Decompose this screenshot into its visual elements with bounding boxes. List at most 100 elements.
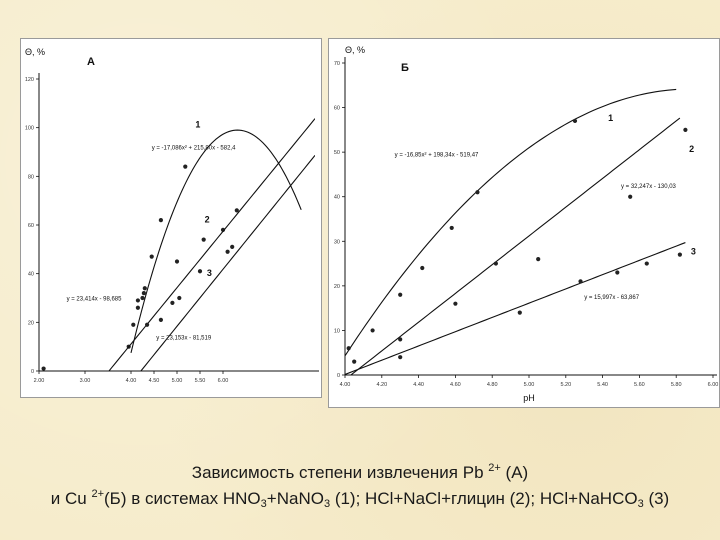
y-tick-label: 30 — [334, 239, 340, 245]
y-tick-label: 50 — [334, 150, 340, 156]
x-tick-label: 4.80 — [487, 382, 498, 388]
series-1-point — [142, 286, 147, 291]
series-2-point — [41, 366, 46, 371]
series-3-point — [644, 261, 649, 266]
series-3-point — [677, 252, 682, 257]
series-2-point — [398, 337, 403, 342]
chart-panel-b: 0 10 20 30 40 50 60 70 4.00 4.20 4.40 4.60 4.80 5.00 5… — [328, 38, 720, 408]
x-tick-label: 4.40 — [413, 382, 424, 388]
series-3-label: 3 — [207, 268, 212, 278]
series-3-point — [230, 244, 235, 249]
series-3-point — [615, 270, 620, 275]
series-1-point — [398, 292, 403, 297]
series-1-equation: y = -16,85x² + 198,34x - 519,47 — [395, 153, 479, 159]
x-axis-label: pH — [523, 393, 535, 403]
series-2-label: 2 — [205, 215, 210, 225]
caption-line2-sup: 2+ — [91, 488, 105, 500]
series-1-point — [346, 346, 351, 351]
series-3-point — [145, 322, 150, 327]
series-3-point — [197, 269, 203, 274]
x-tick-label: 4.00 — [340, 382, 351, 388]
x-tick-label: 5.60 — [634, 382, 645, 388]
y-tick-label: 40 — [334, 195, 340, 201]
series-2-point — [352, 359, 357, 364]
x-tick-label: 3.00 — [80, 378, 91, 384]
series-1-point — [572, 118, 578, 124]
series-2-point — [453, 301, 458, 306]
series-3-fit-line — [108, 118, 315, 371]
series-3-equation: y = 23,153x - 81,519 — [156, 335, 212, 341]
chart-a-svg: 0 20 40 60 80 100 120 2.00 3.00 4.00 4.50 5.00 5.50 6… — [25, 47, 319, 384]
caption-line1-sup: 2+ — [488, 462, 501, 474]
series-2-label: 2 — [689, 144, 694, 154]
y-tick-label: 0 — [31, 369, 34, 375]
caption-line-1: Зависимость степени извлечения Pb 2+ (А) — [0, 462, 720, 483]
series-1-point — [370, 328, 375, 333]
series-2-point — [493, 261, 498, 266]
caption-line2-part5: (3) — [643, 489, 670, 508]
y-tick-label: 60 — [28, 223, 34, 229]
x-tick-label: 5.20 — [560, 382, 571, 388]
series-1-label: 1 — [608, 113, 613, 123]
chart-b-svg: 0 10 20 30 40 50 60 70 4.00 4.20 4.40 4.60 4.80 5.00 5… — [334, 45, 719, 403]
series-3-fit-line — [345, 242, 686, 375]
x-tick-label: 4.00 — [126, 378, 137, 384]
caption-line2-part4: (1); HCl+NaCl+глицин (2); HCl+NaHCO — [330, 489, 638, 508]
caption-line-2: и Cu 2+(Б) в системах HNO3+NaNO3 (1); HC… — [0, 488, 720, 510]
series-1-point — [420, 265, 425, 271]
series-1-label: 1 — [195, 120, 200, 130]
series-2-point — [220, 227, 226, 232]
y-tick-label: 70 — [334, 61, 340, 67]
x-tick-label: 5.00 — [524, 382, 535, 388]
series-1-point — [183, 164, 188, 169]
series-1-point — [149, 254, 154, 259]
series-1-point — [158, 218, 163, 223]
caption-sub-2: 3 — [323, 498, 331, 510]
series-3-point — [170, 300, 175, 305]
series-2-point — [234, 208, 239, 213]
series-1-point — [475, 190, 480, 195]
series-2-equation: y = 32,247x - 130,03 — [621, 184, 677, 190]
x-tick-label: 4.60 — [450, 382, 461, 388]
x-tick-label: 6.00 — [708, 382, 719, 388]
series-2-equation: y = 23,414x - 98,685 — [67, 296, 123, 302]
caption-line2-part3: +NaNO — [266, 489, 324, 508]
series-2-point — [628, 194, 633, 199]
series-1-point — [140, 295, 145, 301]
y-tick-label: 100 — [25, 126, 34, 132]
y-tick-label: 60 — [334, 106, 340, 112]
series-2-fit-line — [350, 117, 681, 375]
series-2-point — [536, 257, 541, 262]
series-3-point — [225, 249, 230, 254]
x-tick-label: 5.00 — [172, 378, 183, 384]
series-1-point — [449, 225, 454, 231]
caption-line1-end: (А) — [500, 463, 529, 482]
series-3-point — [517, 310, 522, 315]
panel-letter: Б — [401, 62, 409, 74]
x-tick-label: 4.50 — [149, 378, 160, 384]
series-3-point — [398, 355, 403, 360]
series-2-point — [135, 298, 140, 303]
y-tick-label: 20 — [334, 284, 340, 290]
y-axis-label: Θ, % — [25, 47, 45, 57]
y-tick-label: 20 — [28, 320, 34, 326]
x-tick-label: 2.00 — [34, 378, 45, 384]
series-1-point — [131, 322, 136, 327]
series-2-point — [141, 291, 146, 296]
panel-letter: А — [87, 56, 95, 68]
x-tick-label: 4.20 — [376, 382, 387, 388]
series-2-point — [683, 127, 688, 132]
y-tick-label: 10 — [334, 328, 340, 334]
caption-line2-part1: и Cu — [50, 489, 92, 508]
x-tick-label: 5.50 — [195, 378, 206, 384]
series-3-label: 3 — [691, 247, 696, 257]
caption-sub-1: 3 — [260, 498, 267, 510]
series-3-point — [578, 279, 583, 284]
y-axis-label: Θ, % — [345, 45, 365, 55]
caption-sub-3: 3 — [637, 498, 644, 510]
x-tick-label: 5.80 — [671, 382, 682, 388]
series-1-equation: y = -17,086x² + 215,80x - 582,4 — [152, 146, 236, 152]
series-1-fit-line — [345, 88, 677, 357]
series-2-point — [201, 237, 206, 242]
series-2-point — [174, 259, 180, 264]
